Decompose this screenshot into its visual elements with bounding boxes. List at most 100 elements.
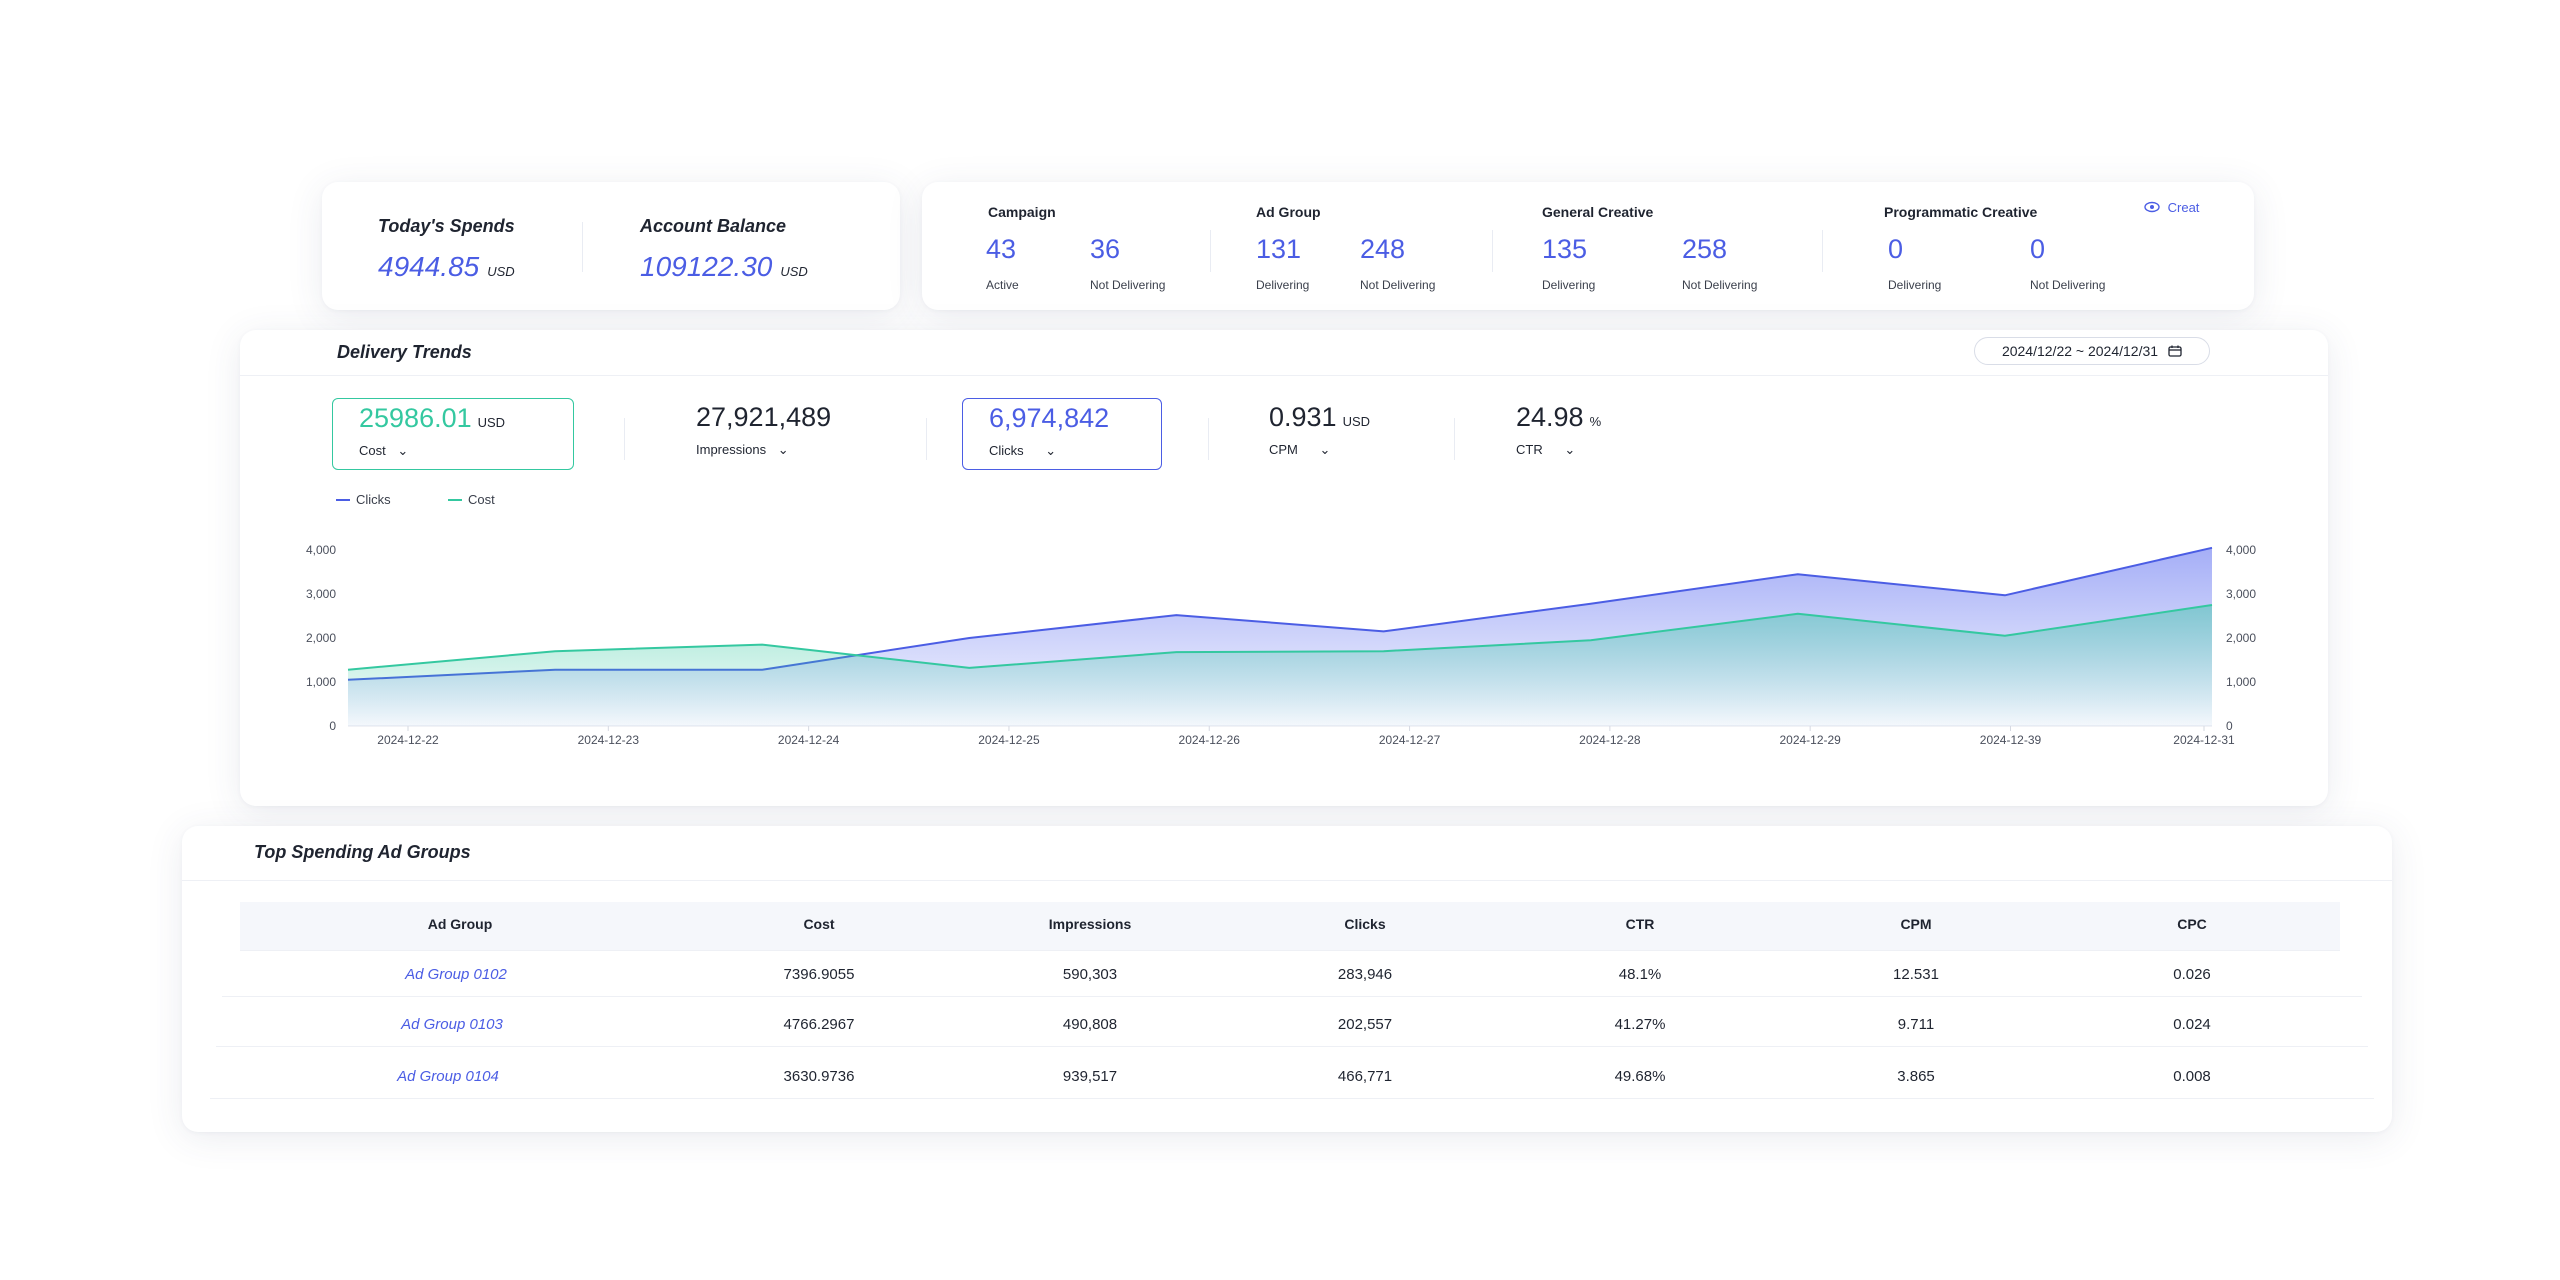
eye-icon [2144, 201, 2160, 213]
ad-group-link[interactable]: Ad Group 0102 [405, 966, 507, 983]
account-balance-unit: USD [780, 264, 808, 279]
metric-impressions[interactable]: 27,921,489 Impressions ⌄ [670, 398, 910, 468]
column-header-cpm[interactable]: CPM [1900, 916, 1932, 932]
table-cell-cpm: 12.531 [1893, 966, 1939, 983]
metric-cpm-dropdown[interactable]: CPM ⌄ [1269, 442, 1330, 458]
general-creative-title: General Creative [1542, 204, 1654, 220]
campaign-title: Campaign [988, 204, 1056, 220]
chevron-down-icon: ⌄ [1564, 442, 1576, 457]
y-left-tick-label: 0 [329, 719, 336, 733]
calendar-icon [2168, 345, 2182, 357]
date-range-picker[interactable]: 2024/12/22 ~ 2024/12/31 [1974, 337, 2210, 365]
table-cell-impressions: 939,517 [1062, 1068, 1118, 1085]
x-tick-label: 2024-12-23 [578, 733, 640, 747]
x-tick-label: 2024-12-31 [2173, 733, 2235, 747]
todays-spends-unit: USD [487, 264, 515, 279]
metric-clicks[interactable]: 6,974,842 Clicks ⌄ [962, 398, 1162, 470]
y-left-tick-label: 4,000 [306, 543, 336, 557]
ad-group-link[interactable]: Ad Group 0103 [401, 1016, 503, 1033]
campaign-not-delivering-label: Not Delivering [1090, 278, 1166, 292]
campaign-not-delivering-count[interactable]: 36 [1090, 234, 1121, 264]
creat-link[interactable]: Creat [2144, 200, 2199, 215]
table-cell-cpc: 0.008 [2173, 1068, 2211, 1085]
metric-impressions-dropdown[interactable]: Impressions ⌄ [696, 442, 789, 458]
metric-cost-value: 25986.01 USD [359, 403, 505, 434]
chevron-down-icon: ⌄ [397, 443, 409, 458]
row-divider [240, 950, 2340, 951]
table-cell-cpm: 3.865 [1897, 1068, 1935, 1085]
column-header-clicks[interactable]: Clicks [1344, 916, 1386, 932]
table-cell-cpm: 9.711 [1897, 1016, 1935, 1033]
x-tick-label: 2024-12-29 [1779, 733, 1841, 747]
column-header-ctr[interactable]: CTR [1625, 916, 1655, 932]
column-header-ad-group[interactable]: Ad Group [427, 916, 493, 932]
metric-ctr[interactable]: 24.98% CTR ⌄ [1490, 398, 1730, 468]
chevron-down-icon: ⌄ [777, 442, 789, 457]
metric-clicks-dropdown[interactable]: Clicks ⌄ [989, 443, 1056, 459]
divider [1492, 230, 1493, 272]
row-divider [210, 1098, 2374, 1099]
ad-group-link[interactable]: Ad Group 0104 [397, 1068, 499, 1085]
todays-spends: Today's Spends 4944.85 USD [378, 216, 515, 283]
divider [624, 418, 625, 460]
y-right-tick-label: 3,000 [2226, 587, 2256, 601]
row-divider [222, 996, 2362, 997]
y-left-tick-label: 1,000 [306, 675, 336, 689]
metric-ctr-label: CTR [1516, 442, 1543, 457]
series-line-cost [347, 604, 2213, 671]
y-right-tick-label: 0 [2226, 719, 2233, 733]
date-range-text: 2024/12/22 ~ 2024/12/31 [2001, 343, 2159, 359]
chart-x-axis: 2024-12-22 2024-12-23 2024-12-24 2024-12-25… [377, 726, 2235, 747]
x-tick-label: 2024-12-39 [1980, 733, 2042, 747]
programmatic-creative-not-delivering-count[interactable]: 0 [2030, 234, 2046, 264]
metric-cpm[interactable]: 0.931 USD CPM ⌄ [1243, 398, 1483, 468]
metric-cost-dropdown[interactable]: Cost ⌄ [359, 443, 408, 459]
table-cell-cpc: 0.026 [2173, 966, 2211, 983]
todays-spends-label: Today's Spends [378, 216, 515, 236]
column-header-cost[interactable]: Cost [803, 916, 835, 932]
campaign-active-count[interactable]: 43 [986, 234, 1017, 264]
delivery-counts-card: Campaign 43 Active 36 Not Delivering Ad … [922, 182, 2254, 310]
metric-cost[interactable]: 25986.01 USD Cost ⌄ [332, 398, 574, 470]
y-left-tick-label: 3,000 [306, 587, 336, 601]
legend-cost[interactable]: Cost [448, 492, 495, 507]
table-cell-ctr: 41.27% [1614, 1016, 1666, 1033]
creat-label: Creat [2167, 200, 2200, 215]
metric-impressions-amount: 27,921,489 [696, 402, 832, 432]
delivery-trends-title: Delivery Trends [337, 342, 472, 362]
table-cell-clicks: 283,946 [1337, 966, 1393, 983]
programmatic-creative-delivering-count[interactable]: 0 [1888, 234, 1904, 264]
ad-group-not-delivering-label: Not Delivering [1360, 278, 1436, 292]
column-header-impressions[interactable]: Impressions [1048, 916, 1132, 932]
ad-group-not-delivering-count[interactable]: 248 [1360, 234, 1406, 264]
metric-cpm-label: CPM [1269, 442, 1298, 457]
table-header [240, 902, 2340, 950]
general-creative-delivering-count[interactable]: 135 [1542, 234, 1588, 264]
metric-cost-unit: USD [477, 415, 506, 430]
campaign-active-label: Active [986, 278, 1019, 292]
chevron-down-icon: ⌄ [1045, 443, 1057, 458]
delivery-trends-chart: 0 1,000 2,000 3,000 4,000 0 1,000 2,000 3,000 4,0… [306, 543, 2256, 747]
metric-ctr-unit: % [1589, 414, 1602, 429]
table-cell-ctr: 49.68% [1614, 1068, 1666, 1085]
metric-impressions-label: Impressions [696, 442, 767, 457]
metric-ctr-dropdown[interactable]: CTR ⌄ [1516, 442, 1575, 458]
table-cell-cpc: 0.024 [2173, 1016, 2211, 1033]
y-right-tick-label: 4,000 [2226, 543, 2256, 557]
table-cell-impressions: 490,808 [1062, 1016, 1118, 1033]
general-creative-not-delivering-count[interactable]: 258 [1682, 234, 1728, 264]
ad-group-delivering-count[interactable]: 131 [1256, 234, 1302, 264]
general-creative-delivering-label: Delivering [1542, 278, 1596, 292]
top-spending-ad-groups-card: Top Spending Ad Groups Ad Group Cost Impre… [182, 826, 2392, 1132]
table-cell-clicks: 466,771 [1337, 1068, 1393, 1085]
metric-ctr-value: 24.98% [1516, 402, 1601, 433]
todays-spends-amount: 4944.85 [378, 251, 480, 282]
y-left-tick-label: 2,000 [306, 631, 336, 645]
column-header-cpc[interactable]: CPC [2177, 916, 2207, 932]
legend-clicks[interactable]: Clicks [336, 492, 391, 507]
divider [1208, 418, 1209, 460]
account-balance-value: 109122.30 USD [640, 251, 808, 283]
y-right-tick-label: 1,000 [2226, 675, 2256, 689]
account-balance: Account Balance 109122.30 USD [640, 216, 808, 283]
metric-clicks-amount: 6,974,842 [989, 403, 1110, 433]
